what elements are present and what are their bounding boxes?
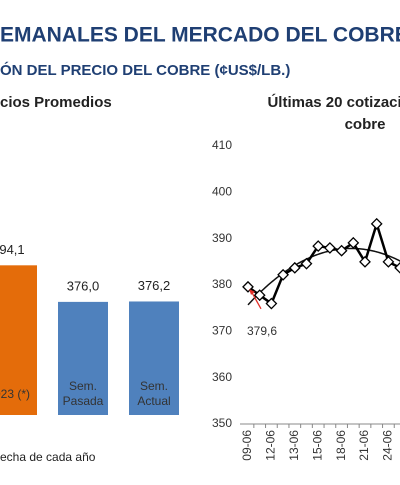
x-tick-label: 21-06 <box>357 430 371 461</box>
marker <box>394 262 400 274</box>
bar <box>0 265 37 415</box>
annotation: 379,6 <box>247 324 277 338</box>
price-line <box>247 219 400 306</box>
value-label: 94,1 <box>0 242 25 257</box>
y-tick-label: 380 <box>212 277 232 291</box>
marker <box>312 240 325 252</box>
marker <box>370 217 383 230</box>
x-tick-label: 13-06 <box>287 430 301 461</box>
marker <box>323 242 336 254</box>
page-title: EMANALES DEL MERCADO DEL COBRE <box>0 24 400 47</box>
x-tick-label: 09-06 <box>240 430 254 461</box>
chart-title: Últimas 20 cotizaciones delcobre <box>267 93 400 133</box>
annotation-arrow <box>250 290 262 310</box>
marker <box>253 289 266 302</box>
x-tick-label: 12-06 <box>264 430 278 461</box>
x-tick-label: 24-06 <box>381 430 395 461</box>
x-tick-label: Sem. Actual <box>137 379 170 408</box>
y-tick-label: 370 <box>212 324 232 338</box>
y-tick-label: 410 <box>212 138 232 152</box>
marker <box>265 297 278 310</box>
chart-title: cios Promedios <box>0 94 112 111</box>
bar <box>129 301 179 415</box>
trend-line <box>247 247 400 306</box>
x-tick-label: 023 (*) <box>0 387 30 401</box>
value-label: 376,0 <box>67 278 100 293</box>
y-tick-label: 350 <box>212 416 232 430</box>
marker <box>359 255 371 268</box>
y-tick-label: 360 <box>212 370 232 384</box>
x-tick-label: 18-06 <box>334 430 348 461</box>
marker <box>242 280 254 293</box>
y-tick-label: 400 <box>212 185 232 199</box>
marker <box>335 244 348 257</box>
marker <box>277 268 290 281</box>
marker <box>382 255 395 268</box>
marker <box>300 257 313 270</box>
value-label: 376,2 <box>138 278 171 293</box>
marker <box>347 236 360 249</box>
bar <box>58 301 108 415</box>
x-tick-label: Sem. Pasada <box>63 379 104 408</box>
footnote: echa de cada año <box>0 450 96 464</box>
x-tick-label: 15-06 <box>310 430 324 461</box>
y-tick-label: 390 <box>212 231 232 245</box>
page-subtitle: ÓN DEL PRECIO DEL COBRE (¢US$/LB.) <box>0 61 290 79</box>
annotation-arrowhead <box>249 288 255 295</box>
marker <box>288 261 301 274</box>
